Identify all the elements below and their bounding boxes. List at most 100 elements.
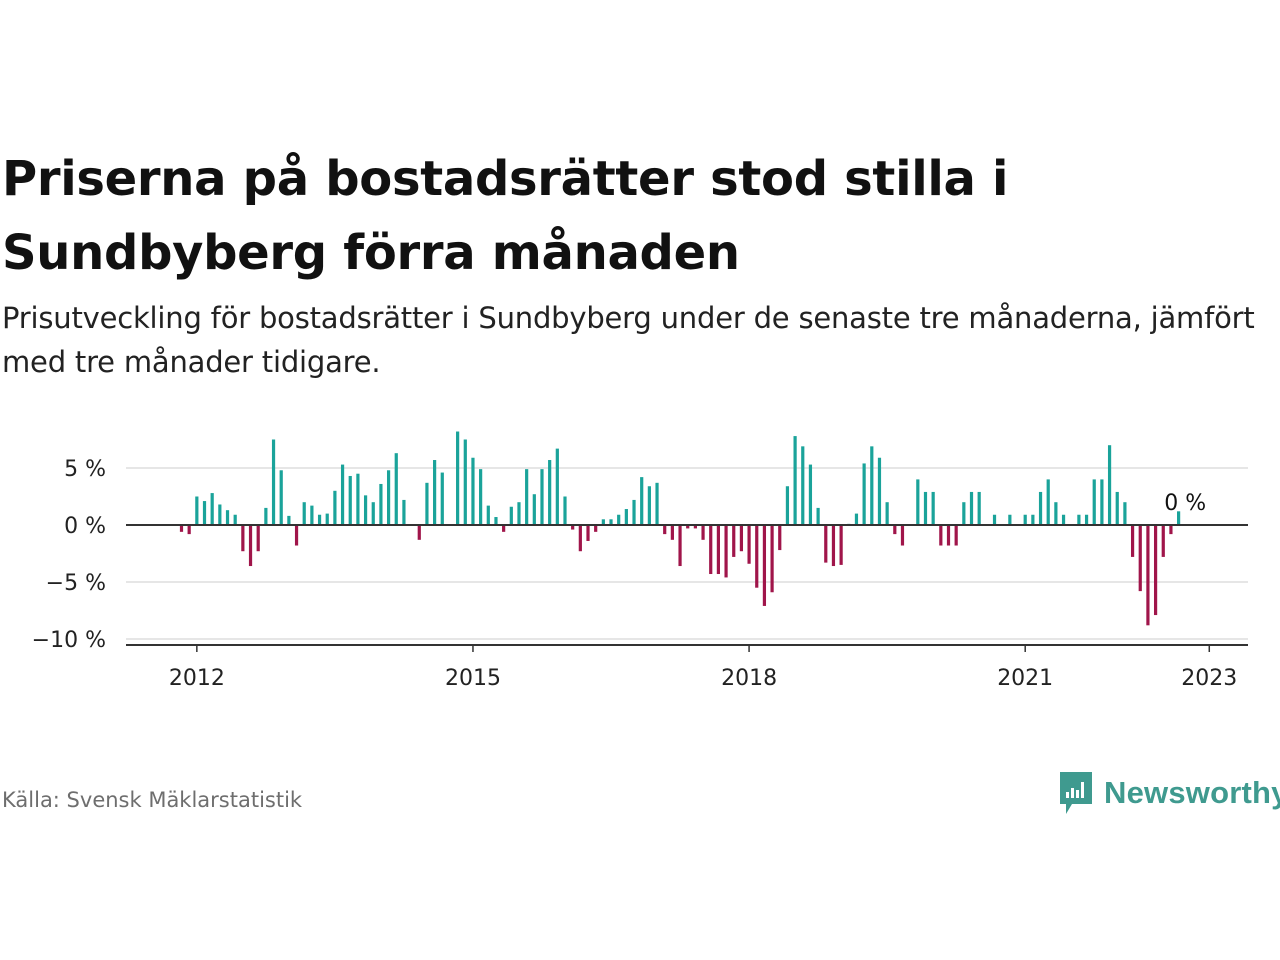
bar — [348, 475, 352, 525]
bar — [1031, 514, 1035, 525]
bar — [202, 501, 207, 525]
bar — [678, 525, 682, 567]
tick-labels: 5 % 0 % −5 % −10 % 2012 2015 2018 2021 2023 0 % — [32, 457, 1238, 691]
chart-subtitle: Prisutveckling för bostadsrätter i Sundb… — [2, 301, 1255, 379]
bar — [1046, 479, 1050, 525]
gridlines — [126, 467, 1248, 640]
bar — [302, 502, 306, 525]
bar — [624, 509, 628, 525]
bar — [647, 486, 651, 525]
y-tick-label: 5 % — [64, 457, 106, 482]
bar — [509, 506, 513, 525]
source-note: Källa: Svensk Mäklarstatistik — [2, 788, 303, 812]
bar — [793, 436, 797, 525]
bar — [1123, 502, 1127, 525]
bar — [1054, 502, 1058, 525]
bar — [670, 525, 674, 540]
bar — [1161, 525, 1165, 557]
bar — [494, 517, 498, 525]
bar — [655, 482, 659, 525]
bar — [317, 514, 322, 525]
bar — [294, 525, 299, 546]
bar — [548, 460, 552, 525]
bar — [525, 469, 529, 525]
bar — [1138, 525, 1142, 592]
bar — [471, 457, 475, 525]
bar — [241, 525, 245, 552]
bar — [939, 525, 943, 546]
bar — [417, 525, 421, 540]
bar — [371, 502, 375, 525]
bar — [877, 457, 882, 525]
bar — [693, 525, 697, 529]
bar — [586, 525, 590, 541]
newsworthy-logo[interactable]: Newsworthy — [1058, 770, 1280, 816]
bar — [440, 472, 444, 525]
bar — [571, 525, 575, 530]
bar — [1023, 514, 1027, 525]
bar — [563, 496, 567, 525]
bar — [1130, 525, 1135, 557]
bar — [287, 515, 291, 525]
bar — [862, 463, 866, 525]
bar — [394, 453, 398, 525]
bar — [801, 446, 805, 525]
axes — [126, 524, 1248, 652]
bar — [279, 470, 283, 525]
bar — [739, 525, 744, 552]
bar — [386, 470, 391, 525]
y-tick-label: 0 % — [64, 514, 106, 539]
bar — [218, 504, 222, 525]
bar — [954, 525, 958, 546]
bar — [179, 525, 184, 532]
bar — [1115, 491, 1119, 525]
y-tick-label: −5 % — [46, 571, 106, 596]
bar — [594, 525, 598, 532]
bar — [770, 525, 774, 593]
bar — [923, 491, 928, 525]
x-tick-label: 2021 — [997, 666, 1053, 691]
bar — [479, 469, 483, 525]
bar — [663, 525, 667, 535]
bar — [578, 525, 582, 552]
bar — [210, 493, 214, 525]
bar — [977, 491, 981, 525]
bar — [540, 469, 544, 525]
last-value-annotation: 0 % — [1164, 491, 1206, 516]
bar — [1077, 514, 1081, 525]
bar — [233, 514, 237, 525]
brand-name: Newsworthy — [1104, 775, 1280, 810]
bar — [463, 439, 467, 525]
bar — [732, 525, 736, 557]
bar — [356, 473, 360, 525]
bar — [755, 525, 759, 588]
bar — [762, 525, 767, 606]
bar — [893, 525, 897, 535]
bar — [340, 464, 345, 525]
x-tick-label: 2023 — [1181, 666, 1237, 691]
bar — [187, 525, 191, 535]
bar — [632, 499, 636, 525]
bar — [425, 482, 429, 525]
bar — [609, 519, 613, 525]
bar — [433, 460, 437, 525]
bars — [179, 431, 1181, 626]
bar — [363, 495, 368, 525]
bar — [264, 507, 268, 525]
bar — [532, 494, 536, 525]
bar — [686, 525, 690, 529]
x-tick-label: 2018 — [721, 666, 777, 691]
bar — [969, 491, 974, 525]
bar — [333, 490, 337, 525]
newsworthy-logo-icon — [1060, 772, 1092, 814]
bar — [555, 448, 559, 525]
bar — [1169, 525, 1173, 535]
bar — [617, 514, 621, 525]
bar — [1107, 445, 1112, 525]
bar — [379, 483, 383, 525]
bar — [816, 507, 820, 525]
bar — [962, 502, 966, 525]
bar — [870, 446, 874, 525]
bar — [456, 431, 460, 525]
bar — [900, 525, 905, 546]
